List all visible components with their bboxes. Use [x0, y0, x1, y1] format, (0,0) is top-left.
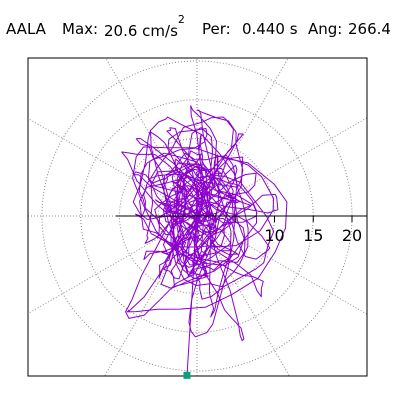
angle-label: Ang:	[308, 20, 343, 38]
angle-value: 266.4	[348, 20, 391, 38]
motion-trace	[121, 105, 288, 376]
max-value-number: 20.6 cm/s	[104, 22, 178, 40]
grid-spoke	[196, 215, 290, 376]
period-label: Per:	[202, 20, 231, 38]
max-point-marker	[183, 371, 191, 379]
radial-tick-label: 15	[303, 226, 323, 245]
max-value-exponent: 2	[177, 13, 185, 26]
plot-frame	[27, 57, 368, 377]
max-value: 20.6 cm/s2	[104, 13, 185, 40]
grid-spoke	[28, 215, 198, 315]
period-value: 0.440 s	[242, 20, 298, 38]
radial-tick-label: 20	[342, 226, 362, 245]
chart-header: AALA Max: 20.6 cm/s2 Per: 0.440 s Ang: 2…	[6, 12, 398, 40]
max-label: Max:	[62, 20, 99, 38]
radial-tick-label: 10	[264, 226, 284, 245]
station-name: AALA	[6, 20, 46, 38]
